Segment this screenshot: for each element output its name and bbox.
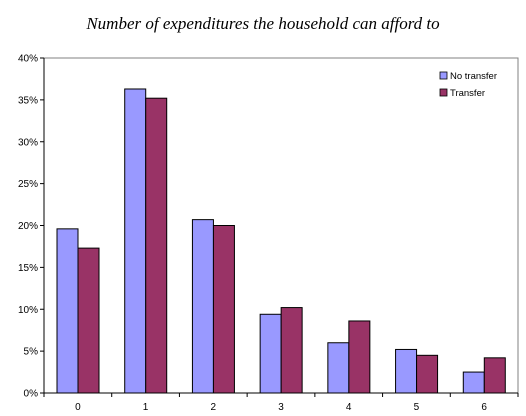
bar-no-transfer-5 <box>395 348 418 394</box>
x-tick-label: 2 <box>211 402 217 413</box>
bar-transfer-0 <box>77 247 100 394</box>
bar-transfer-5 <box>416 354 439 394</box>
x-tick-label: 0 <box>75 402 81 413</box>
x-tick-label: 4 <box>346 402 352 413</box>
x-tick-label: 1 <box>143 402 149 413</box>
bar-transfer-4 <box>348 320 371 394</box>
chart-title: Number of expenditures the household can… <box>86 14 440 33</box>
legend-label: Transfer <box>450 88 485 99</box>
y-tick-label: 35% <box>18 95 38 106</box>
y-tick-label: 10% <box>18 305 38 316</box>
bar-transfer-3 <box>280 307 303 394</box>
x-tick-label: 3 <box>278 402 284 413</box>
legend-swatch <box>439 71 448 80</box>
y-tick-label: 40% <box>18 54 38 65</box>
bar-no-transfer-6 <box>462 371 485 394</box>
y-tick-label: 25% <box>18 179 38 190</box>
y-tick-label: 20% <box>18 221 38 232</box>
legend-label: No transfer <box>450 71 497 82</box>
bar-transfer-1 <box>145 97 168 394</box>
y-tick-label: 30% <box>18 137 38 148</box>
y-tick-label: 5% <box>24 347 39 358</box>
bar-no-transfer-1 <box>124 88 147 394</box>
bar-no-transfer-2 <box>191 219 214 394</box>
x-tick-label: 6 <box>481 402 487 413</box>
y-tick-label: 0% <box>24 389 39 400</box>
bar-no-transfer-4 <box>327 342 350 394</box>
bar-no-transfer-3 <box>259 313 282 394</box>
bar-transfer-6 <box>483 357 506 394</box>
y-tick-label: 15% <box>18 263 38 274</box>
bar-no-transfer-0 <box>56 228 79 394</box>
x-tick-label: 5 <box>414 402 420 413</box>
bar-transfer-2 <box>212 225 235 394</box>
legend: No transfer Transfer <box>439 71 497 99</box>
legend-swatch <box>439 88 448 97</box>
